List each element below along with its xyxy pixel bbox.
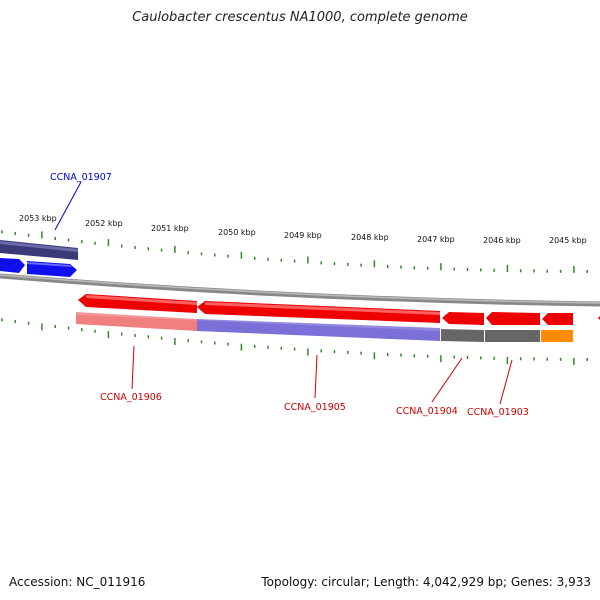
genome-summary-text: Topology: circular; Length: 4,042,929 bp… — [261, 575, 591, 589]
gene-arrow-ccna-01904[interactable] — [442, 312, 484, 325]
leader-line-ccna-01904 — [431, 357, 463, 403]
ruler-label: 2051 kbp — [151, 224, 189, 233]
cog-band-ccna-01906[interactable] — [76, 312, 197, 331]
ruler-label: 2045 kbp — [549, 236, 587, 245]
ruler-label: 2048 kbp — [351, 233, 389, 242]
cog-band-ccna-01903[interactable] — [485, 330, 540, 342]
gene-label-ccna-01906[interactable]: CCNA_01906 — [100, 392, 162, 403]
leader-line-ccna-01905 — [314, 354, 318, 399]
cog-band-highlight — [0, 241, 78, 252]
ruler-ticks-inner — [1, 318, 588, 365]
gene-label-ccna-01903[interactable]: CCNA_01903 — [467, 407, 529, 418]
accession-text: Accession: NC_011916 — [9, 575, 146, 589]
gene-arrow-forward[interactable] — [0, 258, 25, 273]
gene-arrow-highlight — [27, 262, 72, 267]
ruler-label: 2052 kbp — [85, 219, 123, 228]
ruler-ticks-outer — [1, 230, 588, 273]
leader-line-ccna-01907 — [54, 181, 82, 231]
map-title: Caulobacter crescentus NA1000, complete … — [132, 10, 468, 25]
gene-label-ccna-01907[interactable]: CCNA_01907 — [50, 172, 112, 183]
backbone-line-highlight — [0, 274, 600, 304]
backbone-line — [0, 273, 600, 307]
ruler-labels: 2053 kbp 2052 kbp 2051 kbp 2050 kbp 2049… — [19, 214, 587, 245]
ruler-label: 2047 kbp — [417, 235, 455, 244]
gene-arrow-ccna-01903[interactable] — [486, 312, 540, 325]
cog-band-orange[interactable] — [541, 330, 573, 342]
gene-arrow-highlight — [86, 295, 197, 305]
ruler-label: 2049 kbp — [284, 231, 322, 240]
ruler-label: 2046 kbp — [483, 236, 521, 245]
gene-label-ccna-01904[interactable]: CCNA_01904 — [396, 406, 458, 417]
cog-band-highlight — [76, 312, 440, 331]
gene-arrow-highlight — [205, 302, 440, 315]
ruler-label: 2050 kbp — [218, 228, 256, 237]
cog-band-ccna-01904[interactable] — [441, 329, 484, 342]
cog-band-ccna-01905[interactable] — [197, 319, 440, 341]
gene-label-ccna-01905[interactable]: CCNA_01905 — [284, 402, 346, 413]
ruler-label: 2053 kbp — [19, 214, 57, 223]
leader-line-ccna-01903 — [499, 359, 513, 405]
gene-arrow-reverse[interactable] — [542, 313, 573, 325]
leader-line-ccna-01906 — [131, 345, 135, 390]
